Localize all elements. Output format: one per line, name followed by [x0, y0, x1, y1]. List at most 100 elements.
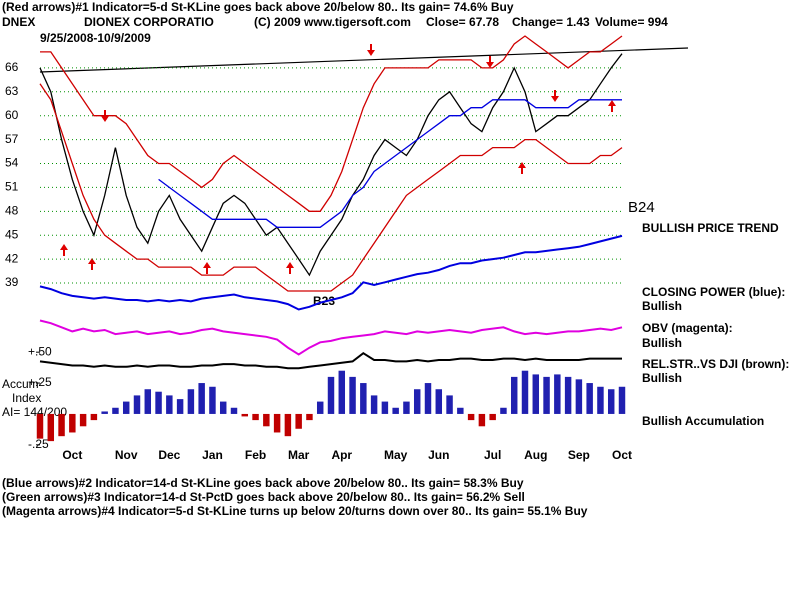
signal-label: B24 — [628, 199, 655, 216]
indicator-label: OBV (magenta): — [642, 321, 733, 335]
accum-bar — [467, 413, 475, 421]
accum-bar — [381, 401, 389, 414]
accum-bar — [36, 413, 44, 439]
accum-bar — [176, 399, 184, 414]
status-value: Bullish — [642, 336, 682, 350]
close: Close= 67.78 — [426, 15, 499, 29]
accum-bar — [273, 413, 281, 433]
footer-line: (Magenta arrows)#4 Indicator=5-d St-KLin… — [2, 504, 588, 518]
accum-bar — [607, 389, 615, 414]
series-line — [39, 83, 623, 292]
y-tick-label: 51 — [5, 180, 19, 194]
accum-bar — [370, 395, 378, 414]
accum-bar — [478, 413, 486, 427]
accum-bar — [435, 389, 443, 414]
accum-bar — [284, 413, 292, 437]
accum-bar — [597, 386, 604, 414]
accum-bar — [392, 407, 399, 414]
series-line — [40, 35, 623, 212]
accum-bar — [133, 395, 141, 414]
panel-label: Index — [12, 391, 41, 405]
y-tick-label: 45 — [5, 227, 19, 241]
y-tick-label: 48 — [5, 203, 19, 217]
accum-bar — [543, 376, 550, 414]
footer-line: (Blue arrows)#2 Indicator=14-d St-KLine … — [2, 476, 524, 490]
accum-bar — [112, 407, 119, 414]
accum-bar — [295, 413, 302, 429]
accum-bar — [413, 389, 421, 414]
x-tick-label: Jul — [484, 448, 501, 462]
accum-bar — [101, 411, 108, 414]
accum-bar — [144, 389, 152, 414]
accum-bar — [230, 407, 238, 414]
series-line — [158, 99, 622, 228]
accum-bar — [219, 401, 227, 414]
series-line — [39, 351, 622, 370]
accum-bar — [360, 383, 367, 414]
y-tick-label: 60 — [5, 108, 19, 122]
accum-bar — [47, 413, 55, 442]
company: DIONEX CORPORATIO — [84, 15, 214, 29]
accum-bar — [489, 413, 496, 421]
accum-bar — [166, 395, 173, 414]
accum-bar — [500, 407, 507, 414]
accum-bar — [241, 413, 249, 417]
x-tick-label: Jan — [202, 448, 223, 462]
indicator-label: CLOSING POWER (blue): — [642, 285, 785, 299]
accum-bar — [187, 389, 195, 414]
y-tick-label: 42 — [5, 251, 19, 265]
panel-label: AI= 144/200 — [2, 405, 67, 419]
x-tick-label: Aug — [524, 448, 547, 462]
status-value: Bullish — [642, 371, 682, 385]
status-label: Bullish Accumulation — [642, 414, 764, 428]
x-tick-label: Oct — [62, 448, 82, 462]
x-tick-label: Nov — [115, 448, 138, 462]
accum-bar — [198, 383, 205, 414]
accum-bar — [69, 413, 76, 433]
accum-bar — [575, 379, 583, 414]
footer-line: (Green arrows)#3 Indicator=14-d St-PctD … — [2, 490, 525, 504]
y-tick-label: 57 — [5, 132, 19, 146]
accum-bar — [618, 386, 626, 414]
x-tick-label: Sep — [568, 448, 590, 462]
accum-bar — [554, 374, 561, 414]
x-tick-label: Mar — [288, 448, 310, 462]
panel-label: Accum — [2, 377, 39, 391]
y-tick-label: +.50 — [28, 344, 52, 358]
indicator-label: REL.STR..VS DJI (brown): — [642, 357, 789, 371]
accum-bar — [155, 391, 162, 414]
symbol: DNEX — [2, 15, 35, 29]
x-tick-label: Feb — [245, 448, 266, 462]
accum-bar — [446, 395, 453, 414]
accum-bar — [338, 370, 346, 414]
accum-bar — [316, 401, 324, 414]
change: Change= 1.43 — [512, 15, 590, 29]
y-tick-label: 63 — [5, 84, 19, 98]
accum-bar — [532, 374, 540, 414]
status-label: BULLISH PRICE TREND — [642, 221, 779, 235]
date-range: 9/25/2008-10/9/2009 — [40, 31, 151, 45]
accum-bar — [58, 413, 65, 437]
accum-bar — [122, 401, 130, 414]
x-tick-label: Dec — [158, 448, 180, 462]
accum-bar — [263, 413, 270, 427]
series-line — [39, 53, 623, 277]
series-line — [39, 319, 623, 356]
accum-bar — [306, 413, 313, 421]
x-tick-label: Jun — [428, 448, 449, 462]
x-tick-label: Oct — [612, 448, 632, 462]
series-line — [39, 234, 623, 311]
accum-bar — [586, 383, 593, 414]
accum-bar — [349, 376, 356, 414]
accum-bar — [424, 383, 432, 414]
accum-bar — [457, 407, 464, 414]
accum-bar — [521, 370, 529, 414]
status-value: Bullish — [642, 299, 682, 313]
y-tick-label: 39 — [5, 275, 19, 289]
accum-bar — [564, 376, 572, 414]
accum-bar — [252, 413, 259, 421]
x-tick-label: May — [384, 448, 408, 462]
volume: Volume= 994 — [595, 15, 668, 29]
indicator-line: (Red arrows)#1 Indicator=5-d St-KLine go… — [2, 0, 514, 14]
y-tick-label: 54 — [5, 156, 19, 170]
